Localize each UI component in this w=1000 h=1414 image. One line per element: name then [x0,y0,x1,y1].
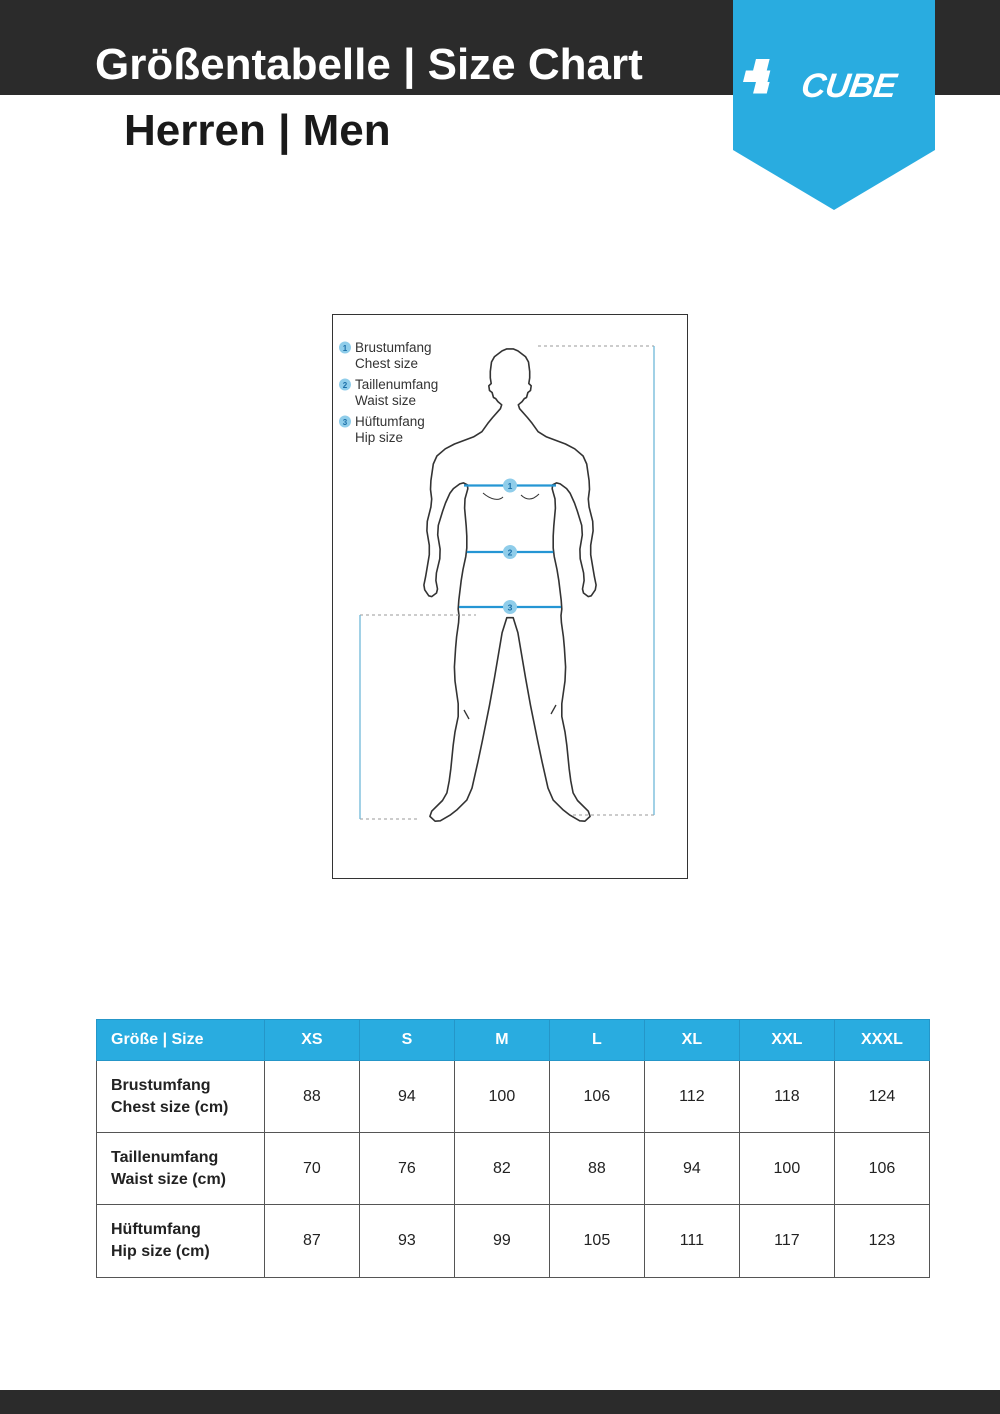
svg-text:1: 1 [343,344,348,353]
svg-text:Chest size: Chest size [355,356,418,371]
svg-text:Taillenumfang: Taillenumfang [355,377,438,392]
svg-text:Waist size: Waist size [355,393,416,408]
svg-text:CUBE: CUBE [799,67,900,105]
svg-text:2: 2 [508,548,513,558]
svg-text:1: 1 [508,481,513,491]
svg-text:Brustumfang: Brustumfang [355,340,432,355]
svg-text:Hip size: Hip size [355,430,403,445]
svg-text:3: 3 [508,603,513,613]
svg-text:3: 3 [343,418,348,427]
svg-text:2: 2 [343,381,348,390]
svg-text:Hüftumfang: Hüftumfang [355,414,425,429]
